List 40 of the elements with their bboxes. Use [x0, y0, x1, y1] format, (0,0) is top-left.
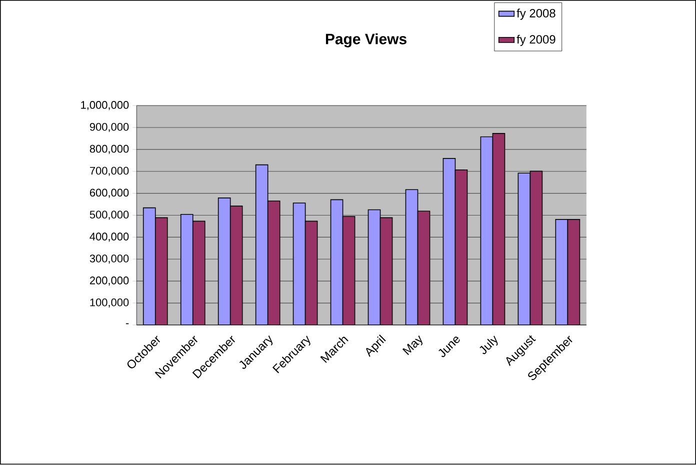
- bar: [192, 220, 206, 326]
- y-tick-label: 800,000: [90, 145, 129, 154]
- y-tick-label: -: [126, 323, 129, 324]
- y-tick-label: 400,000: [90, 232, 129, 242]
- bar: [342, 216, 356, 326]
- y-tick-label: 200,000: [90, 276, 129, 286]
- y-tick-label: 500,000: [90, 210, 129, 220]
- bar: [405, 189, 418, 326]
- bar: [492, 133, 506, 326]
- y-tick-label: 300,000: [90, 254, 129, 264]
- legend-label: fy 2009: [516, 35, 556, 46]
- bar: [330, 199, 344, 326]
- y-tick-label: 600,000: [90, 189, 129, 198]
- bar: [454, 170, 468, 326]
- x-tick-label: May: [402, 336, 422, 356]
- y-tick-label: 100,000: [90, 298, 129, 308]
- y-tick-label: 900,000: [90, 123, 129, 132]
- bar: [567, 219, 580, 326]
- bar: [417, 210, 430, 326]
- bar: [292, 202, 306, 326]
- bar: [380, 217, 393, 326]
- x-tick-label: July: [480, 336, 498, 354]
- bar: [218, 198, 231, 326]
- y-tick-label: 1,000,000: [81, 101, 129, 110]
- y-tick-label: 700,000: [90, 167, 129, 176]
- bar: [368, 210, 381, 326]
- bar: [142, 208, 156, 326]
- legend-label: fy 2008: [516, 8, 556, 20]
- bar: [255, 164, 268, 326]
- bar: [180, 214, 194, 326]
- bar: [154, 217, 168, 326]
- bar: [304, 220, 318, 326]
- chart-title: Page Views: [326, 34, 406, 48]
- bar: [230, 206, 243, 326]
- bar: [267, 200, 280, 326]
- bar: [442, 158, 456, 326]
- bar: [480, 136, 494, 326]
- bar: [555, 219, 568, 326]
- bar: [518, 172, 531, 326]
- bar: [530, 170, 543, 326]
